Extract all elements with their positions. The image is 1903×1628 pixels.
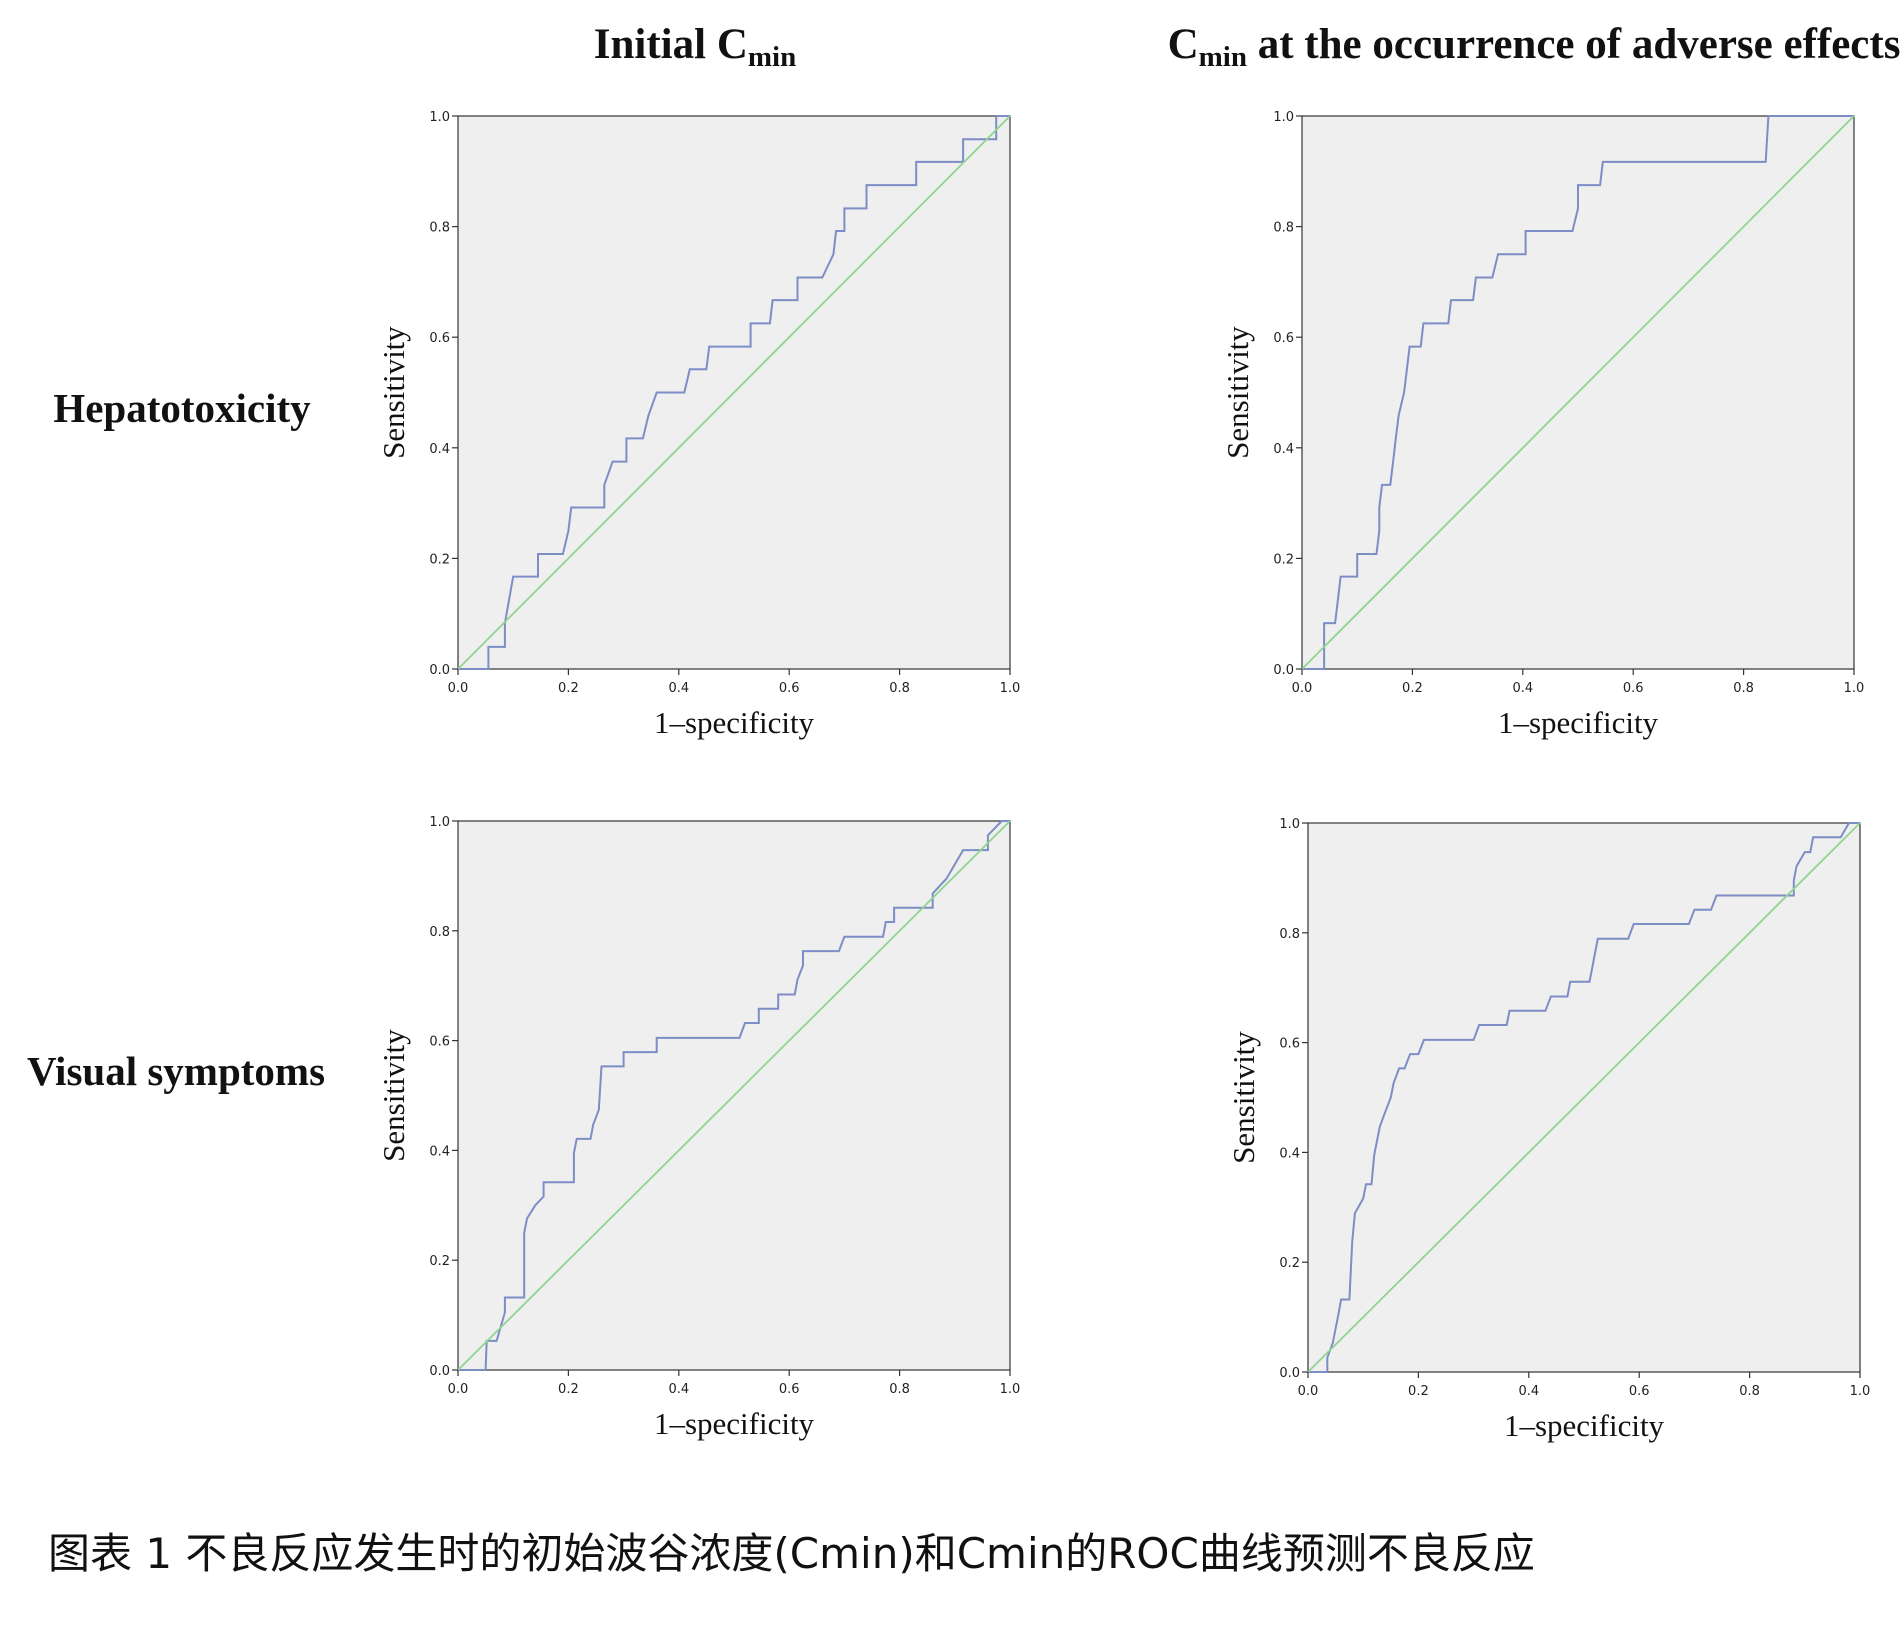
reference-diagonal-line bbox=[1307, 822, 1861, 1373]
reference-diagonal-line bbox=[457, 115, 1011, 670]
y-tick-label: 0.8 bbox=[429, 925, 450, 940]
x-tick-label: 0.2 bbox=[558, 1382, 579, 1397]
y-tick-label: 1.0 bbox=[1279, 817, 1300, 832]
y-axis-label: Sensitivity bbox=[1220, 326, 1255, 459]
y-tick-label: 0.6 bbox=[429, 1035, 450, 1050]
y-tick-label: 1.0 bbox=[429, 815, 450, 830]
x-axis-label: 1–specificity bbox=[1504, 1408, 1665, 1443]
column-title-initial-cmin: Initial Cmin bbox=[594, 21, 796, 73]
roc-chart-hepatotoxicity-adverse: 0.0 0.0 0.2 0.2 0.4 0.4 0.6 0.6 0.8 0.8 1.0 1.0 1–sp… bbox=[1220, 110, 1864, 740]
roc-chart-hepatotoxicity-initial: 0.0 0.0 0.2 0.2 0.4 0.4 0.6 0.6 0.8 0.8 1.0 1.0 1–sp… bbox=[376, 110, 1020, 740]
x-tick-label: 1.0 bbox=[1844, 681, 1865, 696]
x-tick-label: 0.0 bbox=[448, 1382, 469, 1397]
x-tick-label: 1.0 bbox=[1850, 1384, 1871, 1399]
y-tick-label: 0.8 bbox=[429, 221, 450, 236]
x-tick-label: 0.8 bbox=[1733, 681, 1754, 696]
x-axis-label: 1–specificity bbox=[654, 1406, 815, 1441]
x-tick-label: 0.6 bbox=[1629, 1384, 1650, 1399]
row-title-visual-symptoms: Visual symptoms bbox=[27, 1048, 325, 1094]
x-tick-label: 1.0 bbox=[1000, 1382, 1021, 1397]
x-tick-label: 0.6 bbox=[779, 1382, 800, 1397]
y-tick-label: 0.0 bbox=[1273, 663, 1294, 678]
x-tick-label: 0.4 bbox=[1518, 1384, 1539, 1399]
roc-chart-visual-initial: 0.0 0.0 0.2 0.2 0.4 0.4 0.6 0.6 0.8 0.8 1.0 1.0 1–sp… bbox=[376, 815, 1020, 1441]
x-tick-label: 0.0 bbox=[1298, 1384, 1319, 1399]
column-title-cmin-adverse: Cmin at the occurrence of adverse effect… bbox=[1168, 21, 1901, 73]
row-title-hepatotoxicity: Hepatotoxicity bbox=[53, 385, 311, 431]
x-tick-label: 0.4 bbox=[1512, 681, 1533, 696]
x-tick-label: 0.0 bbox=[1292, 681, 1313, 696]
x-tick-label: 0.4 bbox=[668, 1382, 689, 1397]
y-tick-label: 0.0 bbox=[1279, 1366, 1300, 1381]
y-tick-label: 0.6 bbox=[1273, 331, 1294, 346]
x-tick-label: 0.6 bbox=[1623, 681, 1644, 696]
y-tick-label: 0.2 bbox=[1273, 552, 1294, 567]
y-tick-label: 0.8 bbox=[1279, 927, 1300, 942]
x-tick-label: 0.8 bbox=[1739, 1384, 1760, 1399]
figure-caption: 图表 1 不良反应发生时的初始波谷浓度(Cmin)和Cmin的ROC曲线预测不良… bbox=[48, 1529, 1535, 1578]
x-tick-label: 0.2 bbox=[1402, 681, 1423, 696]
reference-diagonal-line bbox=[1301, 115, 1855, 670]
y-tick-label: 0.2 bbox=[1279, 1256, 1300, 1271]
x-axis-label: 1–specificity bbox=[654, 705, 815, 740]
y-tick-label: 0.4 bbox=[1279, 1146, 1300, 1161]
roc-chart-visual-adverse: 0.0 0.0 0.2 0.2 0.4 0.4 0.6 0.6 0.8 0.8 1.0 1.0 1–sp… bbox=[1226, 817, 1870, 1443]
x-axis-label: 1–specificity bbox=[1498, 705, 1659, 740]
y-tick-label: 0.4 bbox=[429, 1144, 450, 1159]
roc-curve-line bbox=[1302, 115, 1854, 670]
y-axis-label: Sensitivity bbox=[376, 326, 411, 459]
y-tick-label: 0.2 bbox=[429, 552, 450, 567]
roc-curve-line bbox=[458, 820, 1010, 1371]
y-tick-label: 0.4 bbox=[1273, 442, 1294, 457]
x-tick-label: 0.8 bbox=[889, 1382, 910, 1397]
x-tick-label: 0.2 bbox=[558, 681, 579, 696]
x-tick-label: 0.8 bbox=[889, 681, 910, 696]
x-tick-label: 0.2 bbox=[1408, 1384, 1429, 1399]
y-tick-label: 0.8 bbox=[1273, 221, 1294, 236]
y-tick-label: 0.0 bbox=[429, 663, 450, 678]
reference-diagonal-line bbox=[457, 820, 1011, 1371]
y-tick-label: 0.6 bbox=[429, 331, 450, 346]
y-axis-label: Sensitivity bbox=[376, 1029, 411, 1162]
y-tick-label: 0.6 bbox=[1279, 1037, 1300, 1052]
y-tick-label: 1.0 bbox=[1273, 110, 1294, 125]
roc-curve-line bbox=[458, 115, 1010, 670]
x-tick-label: 0.0 bbox=[448, 681, 469, 696]
roc-curve-line bbox=[1308, 822, 1860, 1373]
x-tick-label: 0.4 bbox=[668, 681, 689, 696]
y-tick-label: 0.2 bbox=[429, 1254, 450, 1269]
y-tick-label: 1.0 bbox=[429, 110, 450, 125]
y-axis-label: Sensitivity bbox=[1226, 1031, 1261, 1164]
y-tick-label: 0.0 bbox=[429, 1364, 450, 1379]
x-tick-label: 1.0 bbox=[1000, 681, 1021, 696]
x-tick-label: 0.6 bbox=[779, 681, 800, 696]
y-tick-label: 0.4 bbox=[429, 442, 450, 457]
